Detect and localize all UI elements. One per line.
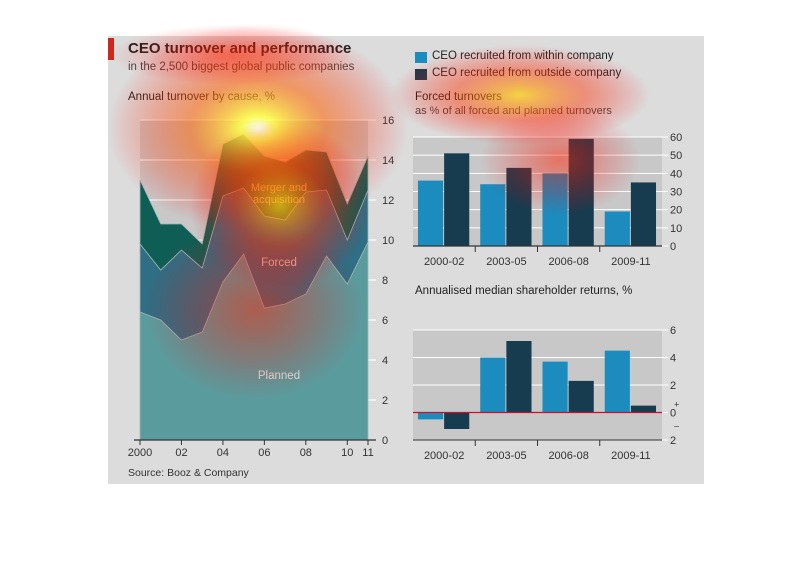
forced-chart-subtitle: as % of all forced and planned turnovers: [415, 105, 612, 117]
bar-y-tick-label: 40: [670, 168, 682, 180]
bar-outside: [568, 138, 594, 246]
area-x-tick-label: 10: [341, 447, 353, 459]
bar-within: [542, 173, 568, 246]
bar-outside: [444, 153, 470, 246]
area-y-tick-label: 2: [382, 395, 388, 407]
area-x-tick-label: 08: [300, 447, 312, 459]
bar-outside: [506, 167, 532, 246]
bar-within: [480, 184, 506, 246]
forced-chart-title: Forced turnovers: [415, 91, 502, 103]
bar-outside: [444, 412, 470, 429]
area-y-tick-label: 12: [382, 195, 394, 207]
bar-outside: [630, 182, 657, 246]
area-y-tick-label: 16: [382, 115, 394, 127]
forced-turnover-bar-chart: 0 10 20 30 40 50 60 2000-02 2003-05 2006-08 2009-1…: [413, 132, 682, 268]
area-y-tick-label: 6: [382, 315, 388, 327]
area-y-tick-label: 14: [382, 155, 394, 167]
bar-y-tick-label: 0: [670, 241, 676, 253]
bar-y-tick-label: 20: [670, 205, 682, 217]
bar-within: [417, 180, 444, 246]
area-label-merger-line2: acquisition: [253, 194, 305, 206]
bar-y-tick-label: 30: [670, 187, 682, 199]
area-y-tick-label: 4: [382, 355, 388, 367]
area-series-label: Forced: [261, 257, 297, 269]
bar-within: [542, 361, 568, 413]
bar-y-tick-label: 2: [670, 435, 676, 447]
bar-category-label: 2003-05: [486, 256, 526, 268]
area-y-tick-label: 0: [382, 435, 388, 447]
bar-within: [604, 211, 630, 246]
area-x-tick-label: 2000: [128, 447, 152, 459]
bar-y-tick-label: 0: [670, 408, 676, 420]
positive-sign-marker: +: [674, 400, 679, 410]
bar-category-label: 2009-11: [611, 450, 651, 462]
bar-category-label: 2003-05: [486, 450, 526, 462]
area-x-tick-label: 06: [258, 447, 270, 459]
bar-category-label: 2006-08: [548, 256, 588, 268]
bar-y-tick-label: 60: [670, 132, 682, 144]
bar-outside: [506, 341, 532, 413]
bar-y-tick-label: 10: [670, 223, 682, 235]
bar-y-tick-label: 2: [670, 380, 676, 392]
bar-within: [480, 357, 506, 413]
area-y-tick-label: 10: [382, 235, 394, 247]
bar-category-label: 2000-02: [424, 256, 464, 268]
bar-y-tick-label: 50: [670, 150, 682, 162]
bar-y-tick-label: 6: [670, 325, 676, 337]
bar-outside: [630, 405, 657, 413]
area-x-tick-label: 11: [362, 447, 373, 459]
bar-outside: [568, 380, 594, 413]
area-series-label: Planned: [258, 370, 300, 382]
bar-category-label: 2000-02: [424, 450, 464, 462]
bar-within: [604, 350, 630, 413]
area-x-tick-label: 04: [217, 447, 229, 459]
bar-within: [417, 412, 444, 420]
bar-category-label: 2009-11: [611, 256, 651, 268]
shareholder-returns-bar-chart: 2 0 2 4 6 + – 2000-02 2003-05 2006-08 2009-11: [413, 325, 679, 462]
bar-category-label: 2006-08: [548, 450, 588, 462]
returns-chart-title: Annualised median shareholder returns, %: [415, 285, 632, 297]
negative-sign-marker: –: [674, 421, 679, 431]
bar-y-tick-label: 4: [670, 353, 676, 365]
source-note: Source: Booz & Company: [128, 467, 250, 479]
area-chart-title: Annual turnover by cause, %: [128, 91, 275, 103]
area-x-tick-label: 02: [175, 447, 187, 459]
area-y-tick-label: 8: [382, 275, 388, 287]
area-label-merger-line1: Merger and: [251, 182, 307, 194]
